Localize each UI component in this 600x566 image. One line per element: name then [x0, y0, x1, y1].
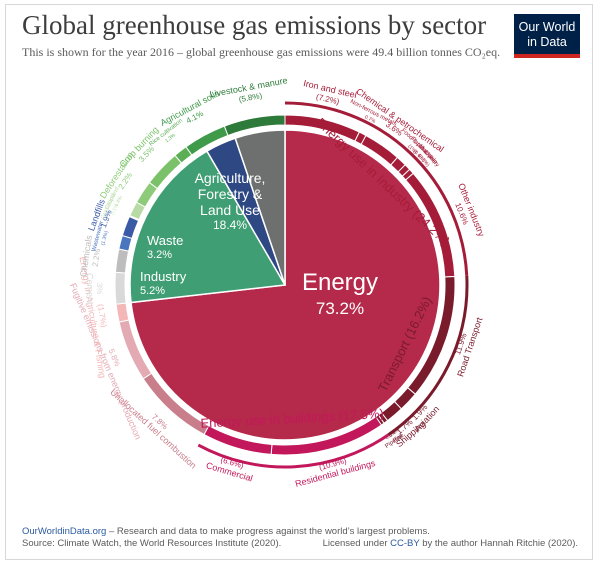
ring-value-non-ferrous-metals: 0.7%: [364, 114, 377, 125]
logo-line-1: Our World: [518, 20, 576, 34]
slice-label-agriculture-forestry-land-use-1: Forestry &: [198, 186, 263, 202]
slice-value-agriculture-forestry-land-use: 18.4%: [213, 218, 247, 232]
slice-value-industry: 5.2%: [140, 285, 165, 297]
slice-value-waste: 3.2%: [147, 249, 172, 261]
slice-value-energy: 73.2%: [316, 299, 364, 318]
footer-source: OurWorldinData.org – Research and data t…: [22, 526, 430, 550]
chart-subtitle: This is shown for the year 2016 – global…: [22, 45, 501, 59]
ring-value-energy-in-agriculture-fishing: (1.7%): [96, 303, 109, 328]
footer-license: Licensed under CC-BY by the author Hanna…: [323, 538, 578, 549]
ring-value-chemicals: 2.2%: [91, 248, 103, 267]
license-suffix: by the author Hannah Ritchie (2020).: [419, 538, 578, 549]
group-bracket-energy-use-in-buildings: [197, 433, 390, 469]
ring-value-livestock-manure: (5.8%): [238, 91, 263, 104]
ring-label-crop-burning: Crop burning: [117, 125, 160, 170]
ring-segment-energy-in-agriculture-fishing: [115, 302, 130, 323]
ring-value-cropland: 1.4%: [114, 195, 125, 208]
ring-segment-cement: [114, 271, 127, 305]
ring-value-rail: 0.4%: [388, 427, 401, 439]
footer-tagline: – Research and data to make progress aga…: [106, 526, 430, 537]
chart-title: Global greenhouse gas emissions by secto…: [22, 10, 487, 40]
ring-segment-chemicals: [114, 248, 130, 274]
group-bracket-energy-use-in-industry: [284, 101, 469, 276]
ring-label-cement: Cement: [85, 273, 96, 305]
slice-label-energy: Energy: [302, 269, 378, 296]
slice-label-agriculture-forestry-land-use: Agriculture,: [195, 170, 266, 186]
owid-logo[interactable]: Our World in Data: [514, 14, 580, 58]
footer-source-text: Source: Climate Watch, the World Resourc…: [22, 538, 282, 549]
pie-slice-industry: [234, 129, 286, 286]
logo-line-2: in Data: [527, 35, 567, 49]
owid-link[interactable]: OurWorldinData.org: [22, 526, 107, 537]
ring-segment-livestock-manure: [223, 114, 286, 137]
ring-value-cement: 3%: [95, 283, 104, 295]
ring-label-rail: Rail: [392, 433, 404, 444]
ring-value-food-tobacco: (1%): [406, 144, 418, 156]
ring-value-pipeline: 0.3%: [384, 429, 397, 441]
slice-label-industry: Industry: [140, 269, 187, 284]
ring-value-wastewater: (1.3%): [100, 230, 110, 246]
slice-label-agriculture-forestry-land-use-2: Land Use: [200, 202, 260, 218]
license-prefix: Licensed under: [322, 538, 391, 549]
cc-by-link[interactable]: CC-BY: [390, 538, 420, 549]
ring-value-grassland: 0.1%: [110, 203, 120, 216]
pie-slice-agriculture-forestry-land-use: [129, 150, 287, 304]
slice-label-waste: Waste: [147, 233, 183, 248]
group-bracket-transport: [387, 275, 469, 437]
